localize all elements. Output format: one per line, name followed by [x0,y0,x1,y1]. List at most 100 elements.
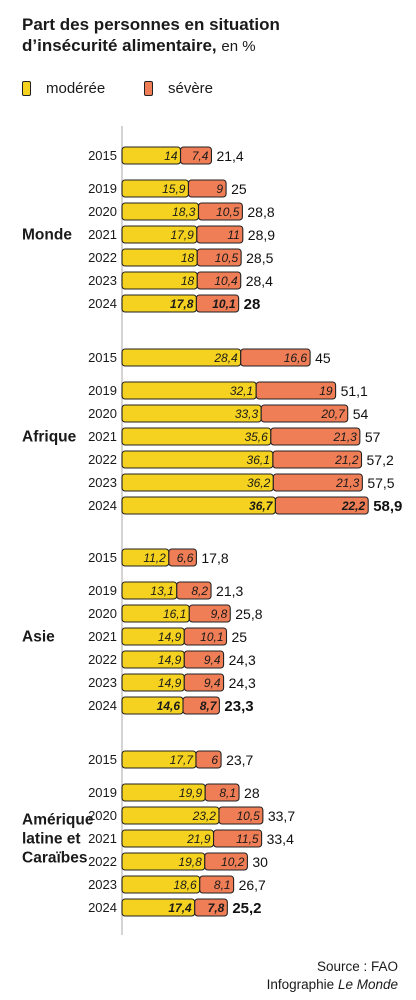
label-total: 57,5 [367,475,394,491]
label-severe: 21,2 [334,453,359,467]
label-moderate: 14,9 [158,630,182,644]
label-moderate: 13,1 [150,584,173,598]
label-total: 21,3 [216,583,243,599]
bar-severe [204,783,240,802]
label-severe: 9,4 [204,653,221,667]
label-total: 28,5 [246,250,273,266]
bar-severe [195,294,240,313]
group-label: Asie [22,629,55,646]
label-moderate: 16,1 [163,607,186,621]
label-total: 33,4 [267,831,294,847]
label-total: 24,3 [229,652,256,668]
year-label: 2015 [88,148,117,163]
label-moderate: 18 [181,251,195,265]
bar-severe [196,225,244,244]
year-label: 2021 [88,629,117,644]
year-label: 2019 [88,583,117,598]
label-total: 25,2 [232,900,261,917]
year-label: 2020 [88,204,117,219]
credit-publication: Le Monde [337,977,398,992]
label-severe: 9,4 [204,676,221,690]
legend-swatch-severe [144,81,153,96]
bar-severe [199,875,235,894]
year-label: 2021 [88,831,117,846]
year-label: 2023 [88,877,117,892]
label-total: 51,1 [341,383,368,399]
label-moderate: 14,9 [158,653,182,667]
bar-severe [260,404,349,423]
label-severe: 21,3 [335,476,360,490]
label-total: 45 [315,350,331,366]
label-moderate: 11,2 [143,551,166,565]
bar-severe [168,548,197,567]
label-severe: 6 [211,753,218,767]
bar-severe [188,604,231,623]
label-total: 25 [232,629,248,645]
label-moderate: 15,9 [162,182,186,196]
label-severe: 10,1 [200,630,223,644]
label-moderate: 19,9 [179,786,203,800]
label-total: 54 [353,406,369,422]
label-moderate: 17,9 [170,228,194,242]
bar-severe [270,427,361,446]
label-moderate: 17,7 [170,753,195,767]
group-label: Monde [22,227,72,244]
source-line: Source : FAO [316,959,398,974]
label-total: 28 [244,785,260,801]
bar-severe [187,179,227,198]
label-total: 23,7 [226,752,253,768]
year-label: 2020 [88,406,117,421]
label-total: 57 [365,429,381,445]
label-total: 28,9 [248,227,275,243]
label-moderate: 36,2 [247,476,271,490]
bar-severe [179,146,213,165]
legend-label-moderate: modérée [46,80,106,97]
label-severe: 11,5 [236,832,259,846]
year-label: 2023 [88,273,117,288]
label-moderate: 17,8 [170,297,194,311]
legend-swatch-moderate [22,81,31,96]
credit-line: Infographie Le Monde [267,976,398,994]
legend-label-severe: sévère [168,80,214,97]
year-label: 2023 [88,675,117,690]
label-moderate: 17,4 [168,901,192,915]
label-total: 57,2 [367,452,394,468]
label-severe: 10,5 [216,205,240,219]
year-label: 2024 [88,900,117,915]
label-moderate: 14 [164,149,178,163]
label-moderate: 18,3 [172,205,196,219]
label-total: 28,8 [247,204,274,220]
year-label: 2024 [88,698,117,713]
label-moderate: 28,4 [213,351,238,365]
label-moderate: 33,3 [235,407,259,421]
label-severe: 10,2 [221,855,245,869]
label-severe: 10,5 [215,251,239,265]
year-label: 2019 [88,383,117,398]
title-line-2: d’insécurité alimentaire, en % [22,35,402,57]
year-label: 2022 [88,854,117,869]
label-severe: 8,2 [191,584,208,598]
bar-severe [196,271,242,290]
label-moderate: 23,2 [192,809,217,823]
bar-severe [272,450,363,469]
label-severe: 6,6 [177,551,194,565]
label-severe: 11 [227,228,239,242]
label-total: 28 [244,296,261,313]
bar-severe [272,473,363,492]
label-moderate: 36,7 [249,499,274,513]
label-severe: 10,4 [214,274,238,288]
label-moderate: 14,9 [158,676,182,690]
year-label: 2015 [88,752,117,767]
label-total: 58,9 [373,498,402,515]
label-severe: 9 [216,182,223,196]
chart-title: Part des personnes en situation d’insécu… [22,14,402,57]
year-label: 2022 [88,452,117,467]
label-severe: 19 [319,384,333,398]
year-label: 2021 [88,429,117,444]
year-label: 2015 [88,350,117,365]
year-label: 2022 [88,250,117,265]
bar-severe [274,496,369,515]
bar-severe [176,581,212,600]
label-severe: 21,3 [332,430,357,444]
